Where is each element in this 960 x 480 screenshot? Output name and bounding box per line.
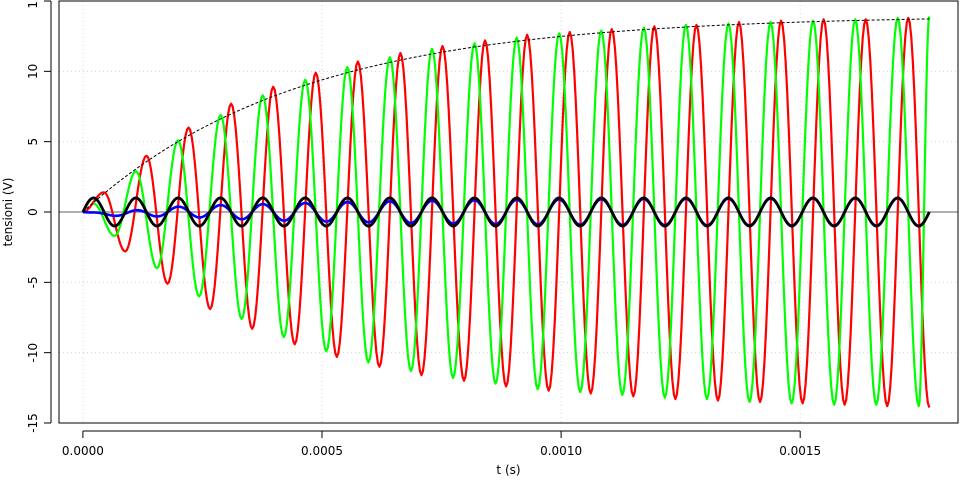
- x-axis-title: t (s): [496, 463, 520, 477]
- y-tick-label: -5: [26, 276, 40, 288]
- series-red-line: [82, 16, 931, 408]
- axes: 0.0000 0.0005 0.0010 0.0015 -15 -10 -5 0 5 10 15: [26, 0, 821, 458]
- y-tick-label: 15: [26, 0, 40, 9]
- y-tick-label: 5: [26, 138, 40, 146]
- y-tick-label: -15: [26, 413, 40, 433]
- x-tick-label: 0.0005: [301, 444, 343, 458]
- series-green-line: [93, 16, 931, 408]
- series-group: [81, 16, 931, 408]
- y-axis-title: tensioni (V): [1, 178, 15, 247]
- series-black-line: [81, 196, 931, 228]
- plot-frame: [58, 0, 959, 424]
- x-tick-label: 0.0000: [62, 444, 104, 458]
- y-tick-label: 10: [26, 64, 40, 79]
- series-envelope-dashed-line: [82, 18, 930, 213]
- y-tick-label: 0: [26, 208, 40, 216]
- x-tick-label: 0.0010: [540, 444, 582, 458]
- x-tick-label: 0.0015: [779, 444, 821, 458]
- y-tick-label: -10: [26, 343, 40, 363]
